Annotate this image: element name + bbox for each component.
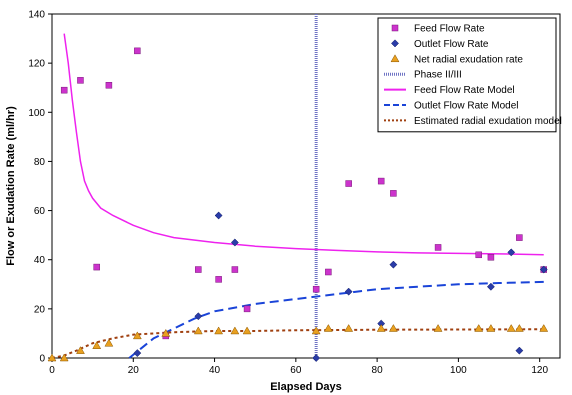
legend-swatch bbox=[390, 54, 400, 63]
point-net-radial-exudation-rate bbox=[433, 324, 443, 332]
data-marks bbox=[47, 14, 549, 362]
point-net-radial-exudation-rate bbox=[474, 324, 484, 332]
point-net-radial-exudation-rate bbox=[323, 324, 333, 332]
x-tick-label: 0 bbox=[49, 365, 55, 376]
point-feed-flow-rate bbox=[195, 266, 202, 273]
plot-area bbox=[51, 13, 561, 359]
y-tick-label: 20 bbox=[34, 304, 46, 315]
y-tick-label: 100 bbox=[28, 108, 45, 119]
point-net-radial-exudation-rate bbox=[506, 324, 516, 332]
y-axis: 0 20 40 60 80 100 120 140 bbox=[28, 10, 52, 365]
x-tick-label: 120 bbox=[531, 365, 548, 376]
point-net-radial-exudation-rate bbox=[214, 326, 224, 335]
point-net-radial-exudation-rate bbox=[59, 353, 69, 362]
point-net-radial-exudation-rate bbox=[311, 326, 321, 335]
point-feed-flow-rate bbox=[487, 254, 495, 261]
point-outlet-flow-rate bbox=[486, 282, 495, 291]
point-feed-flow-rate bbox=[243, 305, 251, 313]
point-outlet-flow-rate bbox=[515, 346, 524, 355]
y-tick-label: 40 bbox=[34, 255, 46, 266]
point-outlet-flow-rate bbox=[389, 260, 398, 269]
point-net-radial-exudation-rate bbox=[76, 346, 85, 354]
point-feed-flow-rate bbox=[377, 177, 385, 185]
point-net-radial-exudation-rate bbox=[132, 331, 142, 340]
point-outlet-flow-rate bbox=[507, 248, 516, 257]
legend-box bbox=[377, 17, 557, 133]
series-line-outlet-flow-rate-model bbox=[128, 280, 544, 359]
point-outlet-flow-rate bbox=[539, 265, 548, 274]
y-tick-label: 120 bbox=[28, 59, 45, 70]
y-tick-label: 60 bbox=[34, 206, 46, 217]
point-feed-flow-rate bbox=[60, 86, 68, 94]
point-feed-flow-rate bbox=[215, 276, 222, 283]
point-net-radial-exudation-rate bbox=[193, 326, 203, 335]
point-outlet-flow-rate bbox=[312, 354, 321, 362]
point-net-radial-exudation-rate bbox=[514, 324, 524, 332]
point-net-radial-exudation-rate bbox=[92, 341, 102, 349]
x-tick-label: 40 bbox=[209, 365, 221, 376]
legend-label: Estimated radial exudation model bbox=[414, 116, 562, 127]
point-outlet-flow-rate bbox=[194, 312, 203, 321]
point-feed-flow-rate bbox=[77, 77, 84, 84]
point-feed-flow-rate bbox=[325, 268, 332, 276]
point-net-radial-exudation-rate bbox=[47, 353, 57, 362]
y-axis-title: Flow or Exudation Rate (ml/hr) bbox=[5, 106, 17, 266]
legend-label: Outlet Flow Rate bbox=[414, 39, 489, 50]
point-outlet-flow-rate bbox=[344, 287, 353, 296]
point-feed-flow-rate bbox=[475, 251, 482, 259]
point-net-radial-exudation-rate bbox=[539, 324, 549, 332]
legend-label: Phase II/III bbox=[414, 70, 462, 81]
x-tick-label: 20 bbox=[128, 365, 140, 376]
y-tick-label: 0 bbox=[39, 354, 45, 365]
point-net-radial-exudation-rate bbox=[242, 326, 252, 335]
point-net-radial-exudation-rate bbox=[388, 324, 398, 332]
point-feed-flow-rate bbox=[345, 180, 352, 187]
point-net-radial-exudation-rate bbox=[486, 324, 496, 332]
point-outlet-flow-rate bbox=[133, 349, 142, 358]
legend-swatch bbox=[391, 24, 399, 32]
series-line-feed-flow-rate-model bbox=[63, 33, 544, 256]
point-net-radial-exudation-rate bbox=[104, 338, 114, 347]
legend-label: Outlet Flow Rate Model bbox=[414, 101, 519, 112]
legend-swatch bbox=[391, 39, 399, 48]
legend-label: Feed Flow Rate Model bbox=[414, 85, 515, 96]
point-outlet-flow-rate bbox=[230, 238, 239, 247]
y-tick-label: 140 bbox=[28, 10, 45, 21]
x-axis: 0 20 40 60 80 100 120 bbox=[49, 358, 548, 376]
point-net-radial-exudation-rate bbox=[230, 326, 240, 335]
point-feed-flow-rate bbox=[390, 190, 397, 197]
point-net-radial-exudation-rate bbox=[376, 324, 386, 332]
point-feed-flow-rate bbox=[434, 244, 442, 251]
point-feed-flow-rate bbox=[105, 82, 113, 89]
point-net-radial-exudation-rate bbox=[344, 324, 354, 332]
point-feed-flow-rate bbox=[231, 266, 239, 273]
point-feed-flow-rate bbox=[516, 234, 523, 241]
legend-label: Feed Flow Rate bbox=[414, 24, 485, 35]
y-tick-label: 80 bbox=[34, 157, 46, 168]
point-feed-flow-rate bbox=[134, 47, 141, 55]
x-tick-label: 100 bbox=[450, 365, 467, 376]
legend: Feed Flow Rate Outlet Flow Rate Net radial… bbox=[377, 17, 562, 133]
point-feed-flow-rate bbox=[93, 263, 100, 271]
legend-label: Net radial exudation rate bbox=[414, 54, 523, 65]
point-outlet-flow-rate bbox=[214, 211, 223, 220]
point-feed-flow-rate bbox=[312, 285, 320, 293]
point-net-radial-exudation-rate bbox=[161, 328, 171, 337]
series-line-estimated-radial-exudation-model bbox=[51, 328, 544, 359]
x-tick-label: 60 bbox=[290, 365, 302, 376]
x-tick-label: 80 bbox=[372, 365, 384, 376]
x-axis-title: Elapsed Days bbox=[270, 381, 342, 393]
